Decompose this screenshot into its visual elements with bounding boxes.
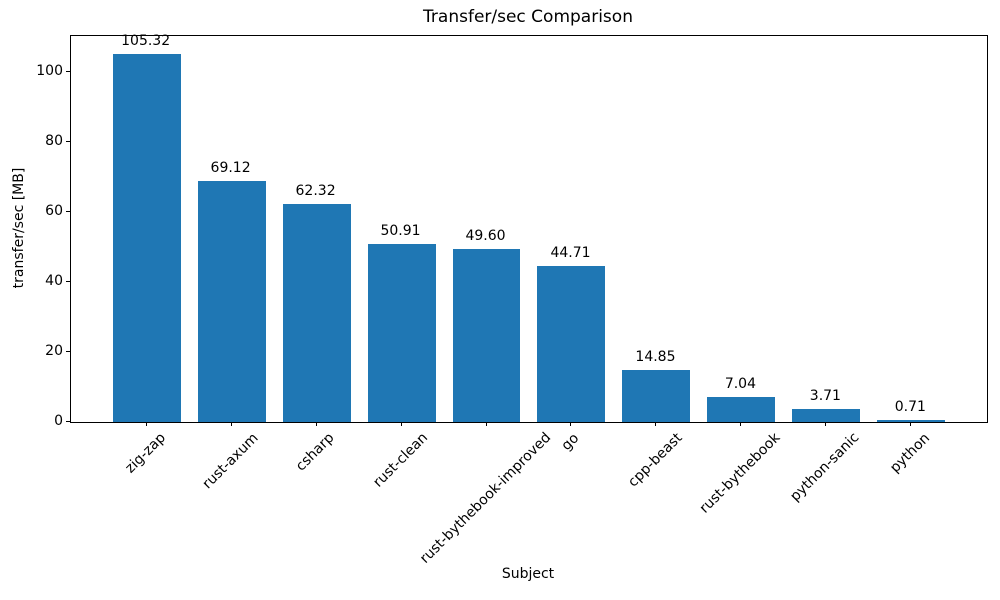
- y-tick-label: 20: [45, 342, 63, 359]
- x-tick-label-cpp-beast: cpp-beast: [625, 429, 686, 491]
- x-tick-label-csharp: csharp: [292, 429, 338, 475]
- x-tick-mark: [910, 422, 912, 426]
- plot-area: [70, 35, 988, 423]
- x-tick-mark: [655, 422, 657, 426]
- bar-value-label: 69.12: [210, 159, 251, 176]
- bar-value-label: 7.04: [724, 376, 756, 393]
- y-tick-mark: [66, 420, 70, 422]
- x-tick-label-rust-bythebook: rust-bythebook: [696, 430, 784, 517]
- bar-python-sanic: [792, 409, 861, 422]
- x-tick-mark: [740, 422, 742, 426]
- bar-rust-axum: [197, 180, 266, 422]
- y-tick-label: 0: [54, 412, 63, 429]
- bar-rust-bythebook-improved: [452, 248, 521, 422]
- y-tick-mark: [66, 71, 70, 73]
- y-tick-mark: [66, 211, 70, 213]
- bar-go: [537, 265, 606, 422]
- bar-python: [877, 419, 946, 422]
- x-tick-mark: [825, 422, 827, 426]
- y-axis-label: transfer/sec [MB]: [11, 167, 27, 289]
- bar-value-label: 3.71: [809, 388, 841, 405]
- x-tick-label-python-sanic: python-sanic: [787, 429, 863, 506]
- bar-cpp-beast: [622, 370, 691, 422]
- bar-csharp: [282, 204, 351, 422]
- x-tick-label-rust-clean: rust-clean: [369, 429, 431, 491]
- x-tick-mark: [145, 422, 147, 426]
- bar-value-label: 14.85: [635, 349, 676, 366]
- x-tick-mark: [315, 422, 317, 426]
- bar-value-label: 44.71: [550, 244, 591, 261]
- y-tick-label: 40: [45, 272, 63, 289]
- x-tick-label-rust-bythebook-improved: rust-bythebook-improved: [416, 429, 554, 568]
- x-tick-label-python: python: [887, 429, 933, 476]
- x-tick-mark: [485, 422, 487, 426]
- x-tick-mark: [400, 422, 402, 426]
- x-tick-label-rust-axum: rust-axum: [199, 430, 262, 493]
- bar-zig-zap: [112, 54, 181, 422]
- y-tick-label: 80: [45, 133, 63, 150]
- bar-value-label: 62.32: [295, 183, 336, 200]
- y-tick-mark: [66, 141, 70, 143]
- y-tick-label: 60: [45, 203, 63, 220]
- x-tick-mark: [230, 422, 232, 426]
- bar-value-label: 50.91: [380, 223, 421, 240]
- x-tick-mark: [570, 422, 572, 426]
- x-tick-label-go: go: [558, 429, 583, 454]
- chart-title: Transfer/sec Comparison: [423, 7, 633, 27]
- bar-rust-bythebook: [707, 397, 776, 422]
- y-tick-label: 100: [36, 63, 63, 80]
- bar-value-label: 0.71: [894, 398, 926, 415]
- y-tick-mark: [66, 350, 70, 352]
- bar-rust-clean: [367, 244, 436, 422]
- y-tick-mark: [66, 280, 70, 282]
- x-tick-label-zig-zap: zig-zap: [121, 429, 169, 477]
- x-axis-label: Subject: [501, 566, 555, 582]
- bar-value-label: 49.60: [465, 227, 506, 244]
- bar-value-label: 105.32: [121, 33, 171, 50]
